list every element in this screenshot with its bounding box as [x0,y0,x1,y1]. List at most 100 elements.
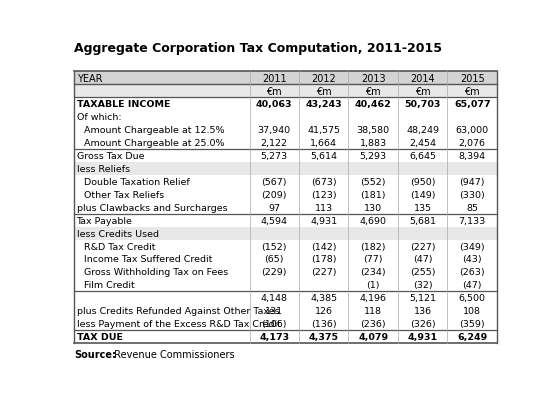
Bar [74,85,497,98]
Text: (236): (236) [360,320,386,328]
Text: (32): (32) [413,281,433,290]
Text: (234): (234) [360,268,386,277]
Text: 65,077: 65,077 [454,100,491,109]
Text: (1): (1) [367,281,380,290]
Text: (229): (229) [261,268,287,277]
Text: (227): (227) [311,268,336,277]
Text: 130: 130 [364,203,382,212]
Text: 6,645: 6,645 [409,151,436,160]
Text: 4,375: 4,375 [309,333,339,341]
Text: 5,614: 5,614 [310,151,337,160]
Text: (673): (673) [311,177,336,186]
Text: (181): (181) [360,190,386,199]
Text: 4,931: 4,931 [310,216,338,225]
Text: 63,000: 63,000 [456,126,489,134]
Text: (255): (255) [410,268,436,277]
Text: Of which:: Of which: [76,113,121,121]
Text: 2,076: 2,076 [459,139,486,147]
Text: Amount Chargeable at 25.0%: Amount Chargeable at 25.0% [84,139,225,147]
Text: 4,148: 4,148 [261,294,288,303]
Text: (209): (209) [261,190,287,199]
Text: 37,940: 37,940 [258,126,291,134]
Text: 126: 126 [315,307,333,315]
Text: 41,575: 41,575 [307,126,340,134]
Bar [74,330,497,343]
Text: 5,681: 5,681 [409,216,436,225]
Bar [74,305,497,318]
Text: (330): (330) [460,190,485,199]
Text: 2012: 2012 [311,73,336,83]
Bar [74,149,497,162]
Text: 4,173: 4,173 [259,333,289,341]
Text: 4,690: 4,690 [360,216,387,225]
Text: 4,385: 4,385 [310,294,338,303]
Text: plus Clawbacks and Surcharges: plus Clawbacks and Surcharges [76,203,227,212]
Text: (77): (77) [364,255,383,264]
Text: 85: 85 [466,203,478,212]
Text: less Reliefs: less Reliefs [76,164,130,173]
Text: 6,500: 6,500 [459,294,486,303]
Bar [74,214,497,227]
Text: Gross Tax Due: Gross Tax Due [76,151,144,160]
Text: 7,133: 7,133 [458,216,486,225]
Text: 5,293: 5,293 [360,151,387,160]
Text: (43): (43) [462,255,482,264]
Text: 4,931: 4,931 [408,333,438,341]
Text: YEAR: YEAR [76,73,102,83]
Text: 5,121: 5,121 [409,294,436,303]
Text: (47): (47) [413,255,432,264]
Bar [74,72,497,85]
Bar [74,227,497,240]
Text: Other Tax Reliefs: Other Tax Reliefs [84,190,164,199]
Text: (47): (47) [462,281,482,290]
Text: 4,079: 4,079 [358,333,388,341]
Text: 97: 97 [268,203,280,212]
Text: (123): (123) [311,190,336,199]
Text: (567): (567) [261,177,287,186]
Text: 118: 118 [364,307,382,315]
Bar [74,124,497,136]
Text: (106): (106) [261,320,287,328]
Text: Income Tax Suffered Credit: Income Tax Suffered Credit [84,255,213,264]
Text: (178): (178) [311,255,336,264]
Text: 4,196: 4,196 [360,294,387,303]
Text: TAXABLE INCOME: TAXABLE INCOME [76,100,170,109]
Bar [74,162,497,175]
Text: TAX DUE: TAX DUE [76,333,123,341]
Bar [74,175,497,188]
Text: 2015: 2015 [460,73,485,83]
Bar [74,98,497,111]
Bar [74,279,497,292]
Text: less Payment of the Excess R&D Tax Credit: less Payment of the Excess R&D Tax Credi… [76,320,281,328]
Text: (182): (182) [360,242,386,251]
Text: (65): (65) [265,255,284,264]
Text: 40,063: 40,063 [256,100,292,109]
Text: €m: €m [415,86,431,96]
Text: 131: 131 [265,307,284,315]
Text: Revenue Commissioners: Revenue Commissioners [111,350,234,360]
Text: €m: €m [465,86,480,96]
Text: (326): (326) [410,320,436,328]
Text: (359): (359) [460,320,485,328]
Text: 2011: 2011 [262,73,286,83]
Text: Tax Payable: Tax Payable [76,216,133,225]
Text: (263): (263) [460,268,485,277]
Bar [74,201,497,214]
Bar [74,136,497,149]
Text: (349): (349) [460,242,485,251]
Text: (142): (142) [311,242,336,251]
Text: 8,394: 8,394 [458,151,486,160]
Text: 43,243: 43,243 [305,100,342,109]
Text: 40,462: 40,462 [355,100,392,109]
Text: 48,249: 48,249 [406,126,439,134]
Text: (227): (227) [410,242,436,251]
Text: (950): (950) [410,177,436,186]
Text: 38,580: 38,580 [356,126,390,134]
Text: 50,703: 50,703 [404,100,441,109]
Bar [74,292,497,305]
Text: 6,249: 6,249 [457,333,487,341]
Text: Aggregate Corporation Tax Computation, 2011-2015: Aggregate Corporation Tax Computation, 2… [74,42,442,55]
Bar [74,111,497,124]
Text: 135: 135 [414,203,432,212]
Text: Amount Chargeable at 12.5%: Amount Chargeable at 12.5% [84,126,225,134]
